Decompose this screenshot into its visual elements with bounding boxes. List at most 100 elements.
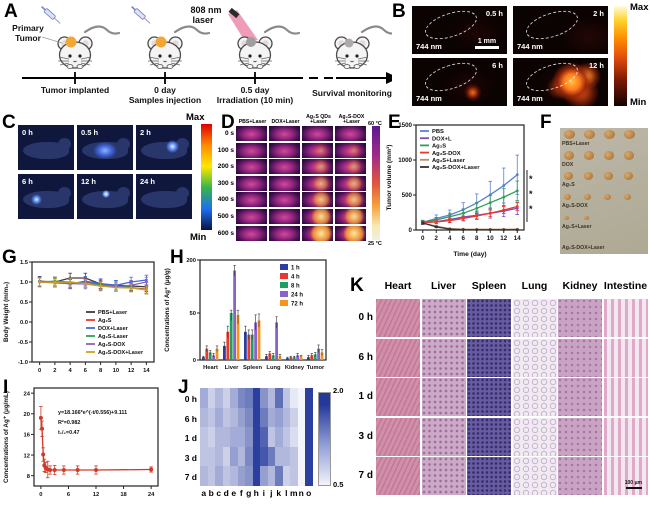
heatmap-cell-d-3 d xyxy=(222,446,230,467)
panel-c-invivo-imaging: C 0 h 0.5 h 2 h 6 h 12 h 24 h Max Min xyxy=(0,112,222,248)
significance-mark: * xyxy=(529,174,533,184)
bar-8 h-Kidney xyxy=(292,357,296,360)
histology-image-Heart-1 d xyxy=(376,378,420,416)
colorbar-max-label: Max xyxy=(186,112,205,123)
thermal-image-tile xyxy=(269,159,300,175)
thermal-image-tile xyxy=(302,225,333,241)
biodistribution-chart: 0 50 200 Heart Liver Spleen Lung Kidney Tumor 1 h… xyxy=(160,246,336,387)
svg-text:-1.0: -1.0 xyxy=(18,360,28,366)
fluorescence-image-12h: 12 h 744 nm xyxy=(513,58,608,106)
heatmap-cell-j-3 d xyxy=(267,446,275,467)
organ-header: Heart xyxy=(384,280,412,292)
mouse-image-0h: 0 h xyxy=(18,125,74,170)
bar-4 h-Lung xyxy=(268,353,272,360)
panel-label-b: B xyxy=(392,1,406,22)
timeline-step-3: 0.5 day xyxy=(241,85,270,95)
bar-4 h-Spleen xyxy=(247,334,251,360)
legend-1 h: 1 h xyxy=(291,266,300,272)
thermal-row-label: 0 s xyxy=(224,130,234,137)
heatmap-cell-c-1 d xyxy=(215,427,223,447)
thermal-row-label: 100 s xyxy=(217,146,234,154)
significance-mark: * xyxy=(529,189,533,199)
heatmap-cell-m-1 d xyxy=(290,427,298,447)
histology-image-Lung-0 h xyxy=(512,299,557,337)
y-axis-label: Tumor volume (mm³) xyxy=(386,144,393,210)
heatmap-cell-k-3 d xyxy=(275,446,283,467)
colorbar-min-label: Min xyxy=(630,97,647,108)
legend-Ag₂S-DOX: Ag₂S-DOX xyxy=(98,342,126,348)
histology-image-Kidney-7 d xyxy=(558,457,602,495)
thermal-image-tile xyxy=(335,175,366,191)
svg-text:1.0: 1.0 xyxy=(20,280,28,286)
svg-text:24: 24 xyxy=(148,492,155,498)
heatmap-cell-h-3 d xyxy=(252,446,260,467)
bar-24 h-Lung xyxy=(275,322,278,360)
bar-1 h-Liver xyxy=(223,345,226,360)
bar-1 h-Heart xyxy=(202,357,205,360)
histology-image-Liver-6 h xyxy=(421,338,466,377)
heatmap-column-label: g xyxy=(246,488,252,498)
excised-tumor xyxy=(604,130,615,140)
panel-label-e: E xyxy=(388,112,401,133)
svg-text:-0.5: -0.5 xyxy=(18,340,29,346)
tumor-dot-4 xyxy=(344,38,354,48)
histology-image-Spleen-6 h xyxy=(467,338,511,377)
thermal-row-label: 600 s xyxy=(217,229,234,237)
histology-image-Lung-1 d xyxy=(512,378,557,416)
thermal-image-tile xyxy=(236,209,267,224)
thermal-image-tile xyxy=(302,126,333,141)
annotation: t₁/₂=0.47 xyxy=(58,430,80,436)
histology-image-Kidney-6 h xyxy=(558,338,602,377)
bar-72 h-Liver xyxy=(236,314,240,360)
heatmap-cell-d-7 d xyxy=(222,466,230,486)
heatmap-cell-m-0 h xyxy=(290,388,298,408)
bar-72 h-Kidney xyxy=(299,356,303,360)
colorbar-min-label: 0.5 xyxy=(333,480,344,489)
panel-label-c: C xyxy=(2,112,16,133)
thermal-image-tile xyxy=(236,192,267,208)
thermal-row-label: 400 s xyxy=(217,196,234,204)
bar-4 h-Liver xyxy=(226,331,230,360)
rainbow-colorbar xyxy=(201,124,212,230)
svg-text:1.5: 1.5 xyxy=(20,260,29,266)
svg-text:4: 4 xyxy=(69,368,73,374)
tumor-dot-1 xyxy=(65,36,77,48)
thermal-column-header: Ag₂S-DOX +Laser xyxy=(338,113,365,126)
heatmap-column-label: k xyxy=(276,488,282,498)
fluorescence-image-2h: 2 h 744 nm xyxy=(513,6,608,54)
heatmap-cell-l-1 d xyxy=(282,427,290,447)
panel-d-thermal: D 60 °C 25 °C PBS+Laser DOX+Laser Ag₂S QDs… xyxy=(194,112,400,252)
tumor-dot-3 xyxy=(246,37,256,47)
bar-24 h-Spleen xyxy=(254,322,257,360)
svg-text:18: 18 xyxy=(120,492,127,498)
mouse-image-6h: 6 h xyxy=(18,174,74,219)
excised-tumor xyxy=(564,172,573,181)
heatmap-cell-l-7 d xyxy=(282,466,290,486)
organ-header: Intestine xyxy=(603,280,648,292)
tumor-outline xyxy=(421,6,481,45)
histology-row-label: 3 d xyxy=(358,430,373,442)
y-axis-label: Concentrations of Ag⁺ (μg/mL) xyxy=(3,391,10,483)
svg-text:8: 8 xyxy=(99,368,103,374)
bar-8 h-Heart xyxy=(208,352,212,360)
histology-image-Kidney-1 d xyxy=(558,378,602,416)
heatmap-column-label: e xyxy=(231,488,237,498)
heatmap-cell-b-3 d xyxy=(207,446,215,467)
excised-tumor xyxy=(604,172,613,181)
thermal-image-tile xyxy=(236,159,267,175)
thermal-image-tile xyxy=(269,142,300,158)
heatmap-cell-c-7 d xyxy=(215,466,223,486)
annotation: y=18.166*e^(-t/0.556)+9.111 xyxy=(58,410,127,416)
legend-24 h: 24 h xyxy=(291,293,303,299)
histology-image-Liver-0 h xyxy=(421,299,466,337)
treatment-group-label: Ag₂S xyxy=(562,182,575,189)
svg-text:0.0: 0.0 xyxy=(20,320,28,326)
bar-72 h-Heart xyxy=(215,348,219,360)
bar-72 h-Spleen xyxy=(257,320,261,360)
thermal-column-header: DOX+Laser xyxy=(271,119,300,126)
fluorescence-image-0.5h: 0.5 h 744 nm 1 mm xyxy=(412,6,507,54)
legend-Ag₂S-DOX+Laser: Ag₂S-DOX+Laser xyxy=(98,350,144,356)
histology-image-Liver-7 d xyxy=(421,457,466,495)
heatmap-cell-k-7 d xyxy=(275,466,283,486)
category-label: Kidney xyxy=(285,365,305,371)
